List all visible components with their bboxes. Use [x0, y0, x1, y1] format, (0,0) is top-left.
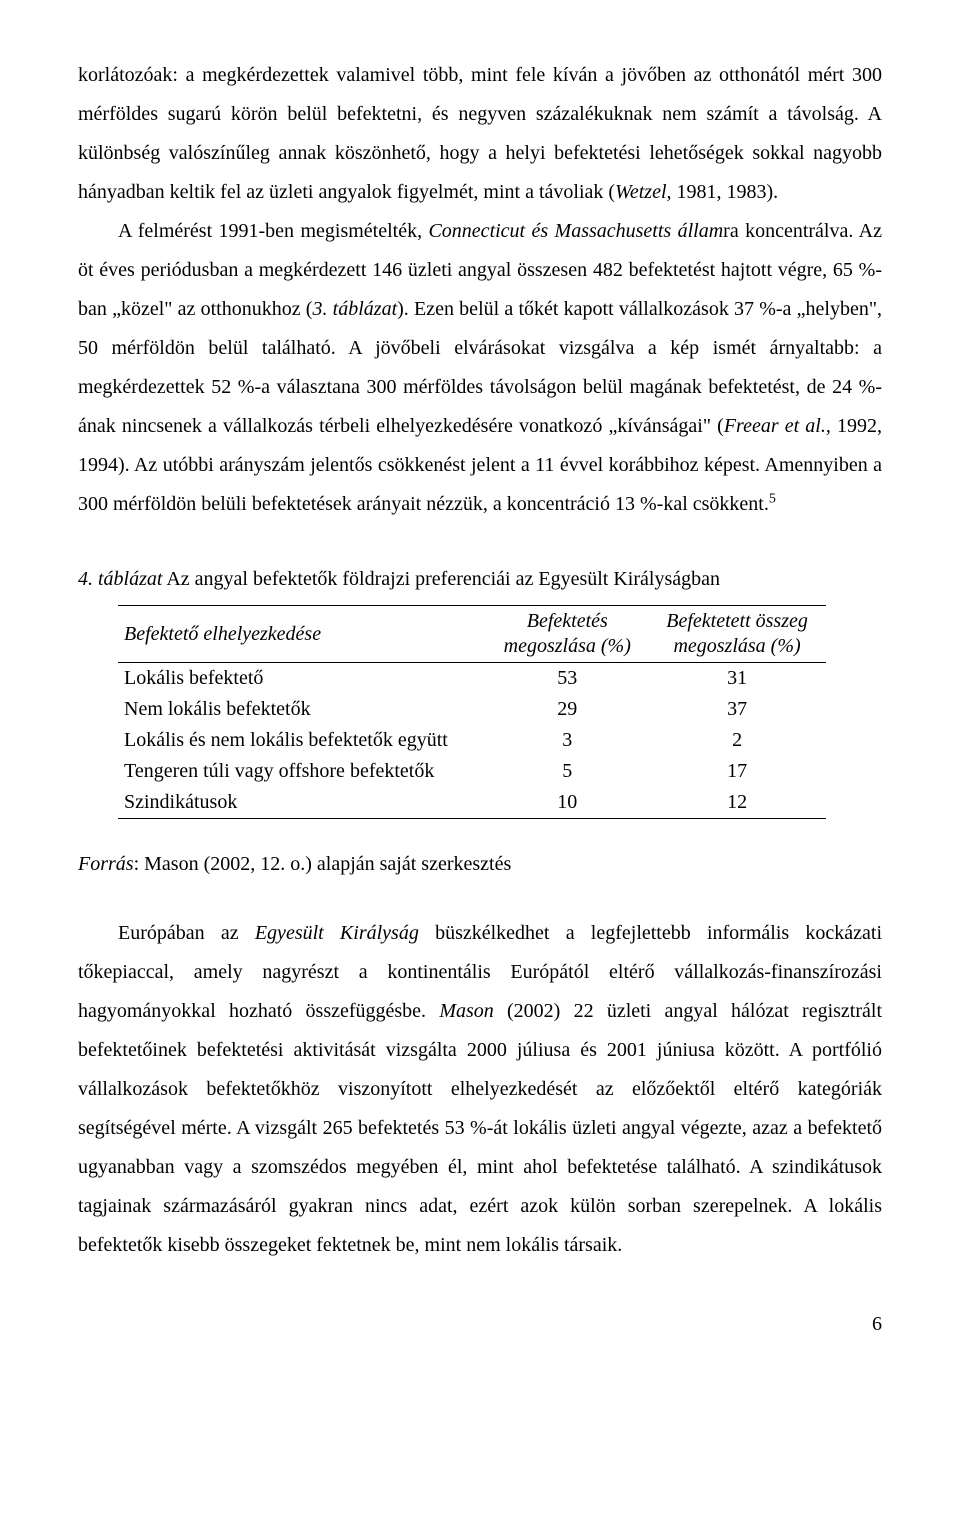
table-4-label: 4. táblázat: [78, 568, 162, 590]
page-number: 6: [78, 1305, 882, 1344]
table-row: Lokális befektető 53 31: [118, 663, 826, 695]
p2-text-1: A felmérést 1991-ben megismételték,: [118, 220, 428, 242]
row-label: Szindikátusok: [118, 787, 486, 819]
col-header-location: Befektető elhelyezkedése: [118, 606, 486, 663]
paragraph-3: Európában az Egyesült Királyság büszkélk…: [78, 914, 882, 1265]
row-v1: 29: [486, 694, 649, 725]
table-header-row: Befektető elhelyezkedése Befektetés mego…: [118, 606, 826, 663]
p2-table-ref: 3. táblázat: [312, 298, 397, 320]
row-label: Lokális befektető: [118, 663, 486, 695]
col3-line2: megoszlása (%): [673, 635, 800, 657]
row-v2: 12: [649, 787, 826, 819]
table-body: Lokális befektető 53 31 Nem lokális befe…: [118, 663, 826, 819]
col3-line1: Befektetett összeg: [666, 610, 808, 632]
table-row: Nem lokális befektetők 29 37: [118, 694, 826, 725]
paragraph-1: korlátozóak: a megkérdezettek valamivel …: [78, 56, 882, 212]
col2-line2: megoszlása (%): [504, 635, 631, 657]
table-4: Befektető elhelyezkedése Befektetés mego…: [118, 605, 826, 819]
row-v1: 5: [486, 756, 649, 787]
source-text: : Mason (2002, 12. o.) alapján saját sze…: [134, 853, 512, 875]
row-label: Tengeren túli vagy offshore befektetők: [118, 756, 486, 787]
col-header-investment-share: Befektetés megoszlása (%): [486, 606, 649, 663]
p1-citation-wetzel: Wetzel,: [615, 181, 671, 203]
table-4-title-text: Az angyal befektetők földrajzi preferenc…: [162, 568, 720, 590]
row-v1: 10: [486, 787, 649, 819]
row-v2: 17: [649, 756, 826, 787]
p3-citation-mason: Mason: [439, 1000, 493, 1022]
row-v1: 53: [486, 663, 649, 695]
p2-citation-freear: Freear et al.: [724, 415, 826, 437]
table-4-title: 4. táblázat Az angyal befektetők földraj…: [78, 560, 882, 599]
table-row: Szindikátusok 10 12: [118, 787, 826, 819]
p3-text-3: (2002) 22 üzleti angyal hálózat regisztr…: [78, 1000, 882, 1256]
row-label: Lokális és nem lokális befektetők együtt: [118, 725, 486, 756]
page-container: korlátozóak: a megkérdezettek valamivel …: [0, 0, 960, 1384]
row-v2: 31: [649, 663, 826, 695]
source-label: Forrás: [78, 853, 134, 875]
table-row: Tengeren túli vagy offshore befektetők 5…: [118, 756, 826, 787]
col-header-amount-share: Befektetett összeg megoszlása (%): [649, 606, 826, 663]
row-label: Nem lokális befektetők: [118, 694, 486, 725]
col2-line1: Befektetés: [527, 610, 608, 632]
p2-states: Connecticut és Massachusetts állam: [428, 220, 723, 242]
row-v2: 37: [649, 694, 826, 725]
row-v2: 2: [649, 725, 826, 756]
paragraph-2: A felmérést 1991-ben megismételték, Conn…: [78, 212, 882, 524]
p1-text-2: 1981, 1983).: [672, 181, 779, 203]
footnote-marker-5: 5: [769, 491, 776, 506]
p3-text-1: Európában az: [118, 922, 255, 944]
row-v1: 3: [486, 725, 649, 756]
table-row: Lokális és nem lokális befektetők együtt…: [118, 725, 826, 756]
table-source: Forrás: Mason (2002, 12. o.) alapján saj…: [78, 845, 882, 884]
p3-uk: Egyesült Királyság: [255, 922, 419, 944]
